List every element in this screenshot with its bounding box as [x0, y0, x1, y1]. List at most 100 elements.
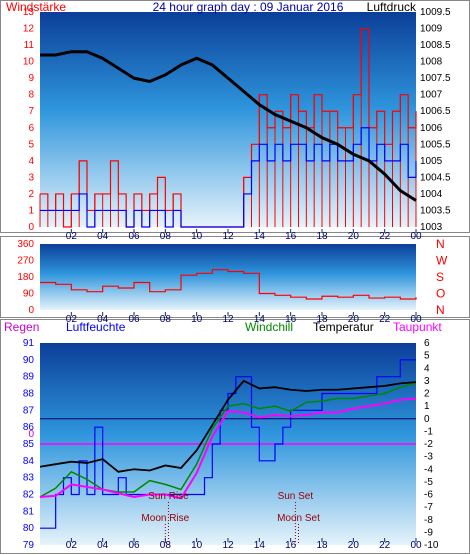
panel2-xtick-label: 12: [222, 314, 234, 325]
panel1-left-tick: 9: [28, 73, 34, 84]
panel1-plot: [40, 12, 416, 227]
panel1-xtick-label: 10: [191, 231, 203, 242]
panel1-xtick-label: 14: [254, 231, 266, 242]
panel3-xtick-label: 10: [191, 540, 203, 551]
legend-temperatur: Temperatur: [313, 320, 374, 334]
panel3-annotation: Sun Set: [278, 491, 314, 502]
panel1-xtick-label: 00: [410, 231, 422, 242]
panel1-right-tick: 1006.5: [420, 106, 451, 117]
panel3-left-tick: 87: [23, 405, 35, 416]
panel3-right-tick: -9: [424, 527, 433, 538]
panel1-left-tick: 11: [24, 40, 35, 51]
panel3-right-tick: -8: [424, 515, 433, 526]
panel1-right-tick: 1005: [420, 156, 443, 167]
panel3-right-tick: 6: [424, 338, 430, 349]
panel1-left-tick: 10: [23, 57, 35, 68]
panel2-left-tick: 90: [23, 289, 35, 300]
panel3-left-tick: 79: [23, 540, 35, 551]
panel3-left-tick: 84: [23, 456, 35, 467]
panel1-left-tick: 2: [28, 189, 34, 200]
panel3-right-tick: 0: [424, 414, 430, 425]
panel1-left-tick: 13: [23, 7, 35, 18]
wind-line: [40, 127, 417, 228]
panel2-xtick-label: 22: [379, 314, 391, 325]
panel3-xtick-label: 18: [316, 540, 328, 551]
panel2-xtick-label: 20: [348, 314, 360, 325]
panel2-left-tick: 360: [17, 239, 34, 250]
panel2-xtick-label: 02: [66, 314, 78, 325]
panel1-left-tick: 1: [28, 205, 34, 216]
panel1-xtick-label: 12: [222, 231, 234, 242]
legend-taupunkt: Taupunkt: [393, 320, 442, 334]
panel3-right-tick: -3: [424, 452, 433, 463]
panel1-right-tick: 1004: [420, 189, 443, 200]
panel3-left-tick: 91: [23, 338, 35, 349]
panel1-left-tick: 5: [28, 139, 34, 150]
panel3-xtick-label: 02: [66, 540, 78, 551]
pressure-line: [40, 50, 417, 202]
panel3-left-tick: 88: [23, 389, 35, 400]
panel1-right-tick: 1005.5: [420, 139, 451, 150]
panel3-annotation: Moon Set: [277, 513, 320, 524]
panel1-xtick-label: 20: [348, 231, 360, 242]
panel3-right-tick: 2: [424, 389, 430, 400]
panel3-xtick-label: 22: [379, 540, 391, 551]
panel3-right-tick: 4: [424, 363, 430, 374]
panel1-right-tick: 1008.5: [420, 40, 451, 51]
panel3-left-tick: 89: [23, 372, 35, 383]
panel1-xtick-label: 08: [160, 231, 172, 242]
panel3-right-tick: -2: [424, 439, 433, 450]
panel3-right-tick: -6: [424, 490, 433, 501]
panel2-xtick-label: 18: [316, 314, 328, 325]
panel3-left-tick: 90: [23, 355, 35, 366]
panel2-xtick-label: 04: [97, 314, 109, 325]
legend-luftfeuchte: Luftfeuchte: [66, 320, 126, 334]
panel1-left-tick: 8: [28, 90, 34, 101]
panel1-left-tick: 4: [28, 156, 34, 167]
legend-windchill: Windchill: [245, 320, 293, 334]
panel1-right-tick: 1007: [420, 90, 443, 101]
panel3-xtick-label: 08: [160, 540, 172, 551]
panel2-direction-label: S: [436, 270, 444, 284]
panel3-right-tick: -7: [424, 502, 433, 513]
panel3-annotation: Moon Rise: [141, 513, 189, 524]
panel3-right-tick: 1: [424, 401, 430, 412]
panel2-direction-label: N: [436, 303, 445, 317]
dewpoint-line: [39, 397, 417, 500]
panel1-right-tick: 1004.5: [420, 172, 451, 183]
panel1-right-tick: 1003: [420, 222, 443, 233]
panel3-right-tick: -4: [424, 464, 433, 475]
panel1-left-tick: 6: [28, 123, 34, 134]
panel2-xtick-label: 00: [410, 314, 422, 325]
panel3-left-tick: 81: [23, 506, 35, 517]
humidity-line: [40, 359, 416, 529]
panel3-right-tick: -5: [424, 477, 433, 488]
panel1-left-tick: 7: [28, 106, 34, 117]
panel3-xtick-label: 20: [348, 540, 360, 551]
panel2-xtick-label: 06: [128, 314, 140, 325]
panel2-xtick-label: 10: [191, 314, 203, 325]
panel1-right-tick: 1009: [420, 24, 443, 35]
panel1-xtick-label: 22: [379, 231, 391, 242]
panel1-left-tick: 12: [23, 24, 35, 35]
wind-direction-line: [40, 269, 417, 300]
panel3-right-tick: 3: [424, 376, 430, 387]
panel2-left-tick: 270: [17, 256, 34, 267]
panel3-xtick-label: 04: [97, 540, 109, 551]
panel3-right-tick: 5: [424, 351, 430, 362]
panel1-xtick-label: 16: [285, 231, 297, 242]
panel2-plot: [40, 244, 416, 310]
panel1-xtick-label: 18: [316, 231, 328, 242]
panel1-xtick-label: 02: [66, 231, 78, 242]
temperature-line: [39, 379, 417, 473]
panel1-left-tick: 0: [28, 222, 34, 233]
panel3-right-tick: -1: [424, 426, 433, 437]
panel1-right-tick: 1009.5: [420, 7, 451, 18]
panel3-xtick-label: 06: [128, 540, 140, 551]
panel2-xtick-label: 08: [160, 314, 172, 325]
panel1-right-tick: 1006: [420, 123, 443, 134]
rain-zero-label: 0: [28, 429, 34, 440]
panel1-right-tick: 1003.5: [420, 205, 451, 216]
